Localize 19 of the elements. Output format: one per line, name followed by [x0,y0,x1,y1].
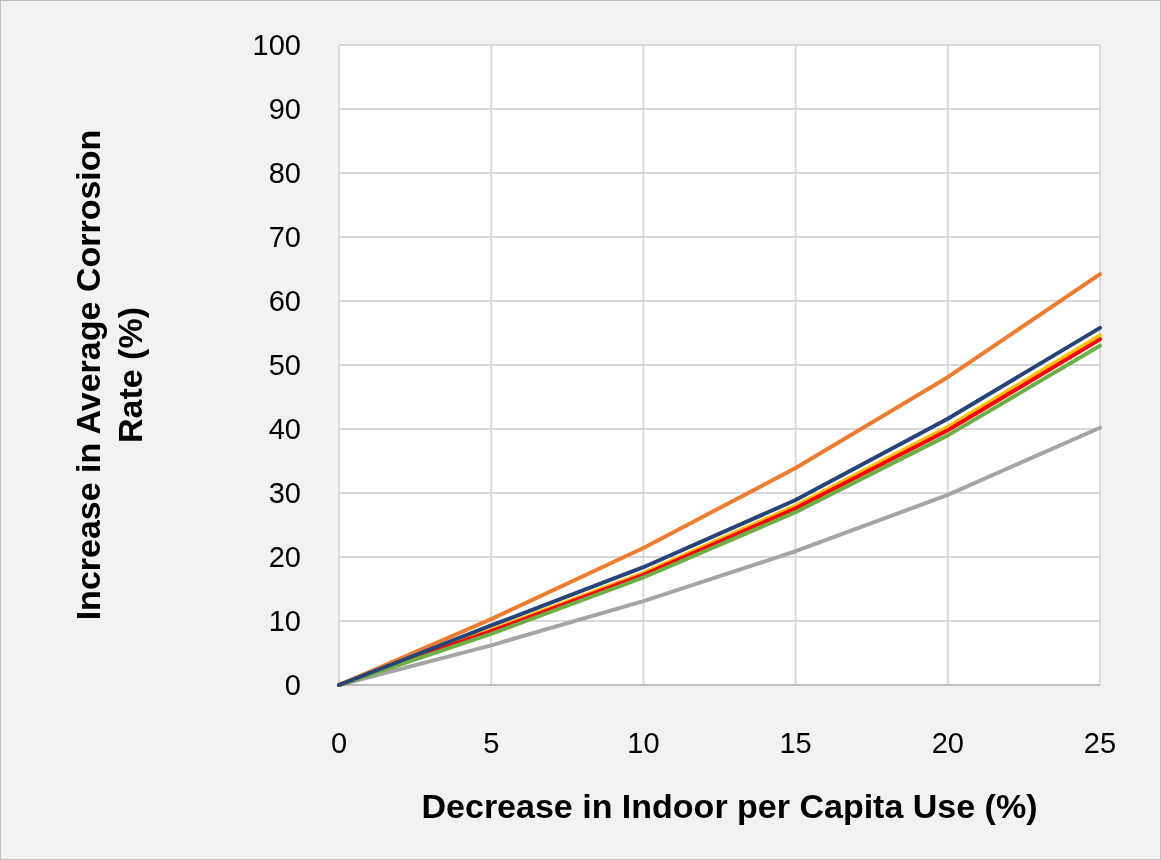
x-tick-label: 10 [627,727,660,759]
x-tick-label: 15 [779,727,812,759]
y-tick-label: 10 [268,605,301,638]
y-tick-label: 90 [268,93,301,126]
x-tick-label: 5 [483,727,500,759]
y-tick-label: 40 [268,413,301,446]
y-tick-label: 100 [252,29,301,62]
y-tick-label: 20 [268,541,301,574]
y-tick-label: 30 [268,477,301,510]
y-tick-label: 70 [268,221,301,254]
x-tick-label: 0 [330,727,348,759]
y-tick-label: 80 [268,157,301,190]
x-tick-label: 25 [1083,727,1117,759]
x-tick-label: 20 [931,727,964,759]
y-tick-label: 50 [268,349,301,382]
x-axis-title: Decrease in Indoor per Capita Use (%) [421,787,1038,825]
y-tick-label: 60 [268,285,301,318]
y-tick-label: 0 [284,669,301,702]
y-axis-title: Increase in Average Corrosion Rate (%) [69,129,149,621]
